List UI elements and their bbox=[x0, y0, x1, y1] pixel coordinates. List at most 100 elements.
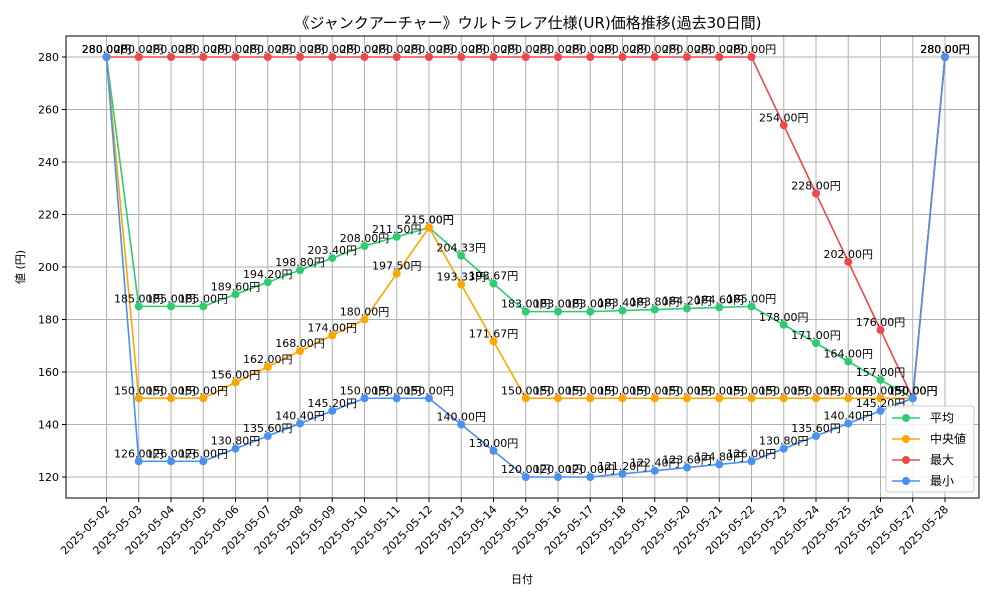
data-label-1: 150.00円 bbox=[759, 384, 809, 397]
series-point-2 bbox=[650, 53, 659, 61]
chart-title: 《ジャンクアーチャー》ウルトラレア仕様(UR)価格推移(過去30日間) bbox=[294, 14, 761, 32]
series-point-0 bbox=[715, 303, 724, 312]
data-label-0: 171.00円 bbox=[791, 329, 841, 342]
series-point-2 bbox=[199, 53, 208, 61]
data-label-3: 123.60円 bbox=[662, 454, 712, 467]
data-label-0: 189.60円 bbox=[211, 280, 261, 293]
data-label-0: 211.50円 bbox=[372, 223, 422, 236]
data-label-1: 150.00円 bbox=[662, 384, 712, 397]
series-point-3 bbox=[747, 457, 756, 466]
series-point-1 bbox=[296, 347, 304, 355]
series-point-0 bbox=[231, 290, 240, 299]
data-label-0: 178.00円 bbox=[759, 311, 809, 324]
series-point-2 bbox=[844, 257, 853, 266]
data-label-3: 145.20円 bbox=[308, 397, 358, 410]
series-point-0 bbox=[779, 320, 788, 329]
series-point-2 bbox=[521, 53, 530, 61]
data-label-2: 254.00円 bbox=[759, 111, 809, 124]
series-point-3 bbox=[199, 457, 208, 466]
series-point-1 bbox=[457, 280, 466, 289]
data-label-3: 122.40円 bbox=[630, 457, 680, 470]
legend-box bbox=[885, 405, 975, 493]
data-label-1: 150.00円 bbox=[598, 384, 648, 397]
legend-label: 最小 bbox=[930, 474, 954, 488]
series-point-1 bbox=[199, 394, 208, 403]
data-label-3: 280.00円 bbox=[920, 43, 970, 56]
series-point-3 bbox=[425, 394, 433, 403]
data-label-2: 280.00円 bbox=[566, 43, 616, 56]
series-point-3 bbox=[134, 457, 143, 466]
series-point-0 bbox=[457, 251, 466, 260]
data-label-2: 280.00円 bbox=[179, 43, 229, 56]
data-label-3: 126.00円 bbox=[179, 447, 229, 460]
data-label-3: 150.00円 bbox=[888, 384, 938, 397]
data-label-2: 280.00円 bbox=[469, 43, 519, 56]
data-label-2: 176.00円 bbox=[856, 316, 906, 329]
y-tick-label: 140 bbox=[38, 419, 59, 432]
data-label-1: 150.00円 bbox=[791, 384, 841, 397]
data-label-3: 126.00円 bbox=[114, 447, 164, 460]
series-point-3 bbox=[457, 420, 466, 429]
series-point-1 bbox=[554, 394, 562, 403]
data-label-1: 150.00円 bbox=[179, 384, 229, 397]
data-label-2: 280.00円 bbox=[630, 43, 680, 56]
series-point-0 bbox=[489, 279, 498, 288]
data-label-2: 280.00円 bbox=[340, 43, 390, 56]
data-label-0: 183.00円 bbox=[566, 298, 616, 311]
series-point-3 bbox=[328, 406, 337, 415]
data-label-2: 280.00円 bbox=[404, 43, 454, 56]
data-label-1: 150.00円 bbox=[566, 384, 616, 397]
data-label-1: 174.00円 bbox=[308, 321, 358, 334]
series-point-3 bbox=[683, 463, 691, 472]
data-label-2: 202.00円 bbox=[824, 248, 874, 261]
data-label-0: 157.00円 bbox=[856, 366, 906, 379]
series-point-0 bbox=[199, 302, 208, 311]
data-label-3: 150.00円 bbox=[404, 384, 454, 397]
data-label-2: 280.00円 bbox=[501, 43, 551, 56]
data-label-0: 203.40円 bbox=[308, 244, 358, 257]
data-label-0: 185.00円 bbox=[179, 292, 229, 305]
data-label-2: 150.00円 bbox=[888, 384, 938, 397]
series-point-0 bbox=[683, 304, 691, 313]
series-point-1 bbox=[683, 394, 691, 403]
series-point-3 bbox=[296, 419, 304, 428]
series-point-1 bbox=[876, 394, 885, 403]
data-label-2: 280.00円 bbox=[146, 43, 196, 56]
data-label-1: 215.00円 bbox=[404, 214, 454, 227]
series-point-2 bbox=[779, 121, 788, 130]
y-tick-label: 240 bbox=[38, 156, 59, 169]
data-label-2: 280.00円 bbox=[372, 43, 422, 56]
series-point-3 bbox=[715, 460, 724, 469]
series-point-3 bbox=[521, 473, 530, 481]
series-point-2 bbox=[683, 53, 691, 61]
series-point-1 bbox=[650, 394, 659, 403]
legend-swatch-marker bbox=[902, 477, 910, 485]
series-point-3 bbox=[231, 444, 240, 453]
series-point-3 bbox=[941, 53, 949, 61]
series-point-0 bbox=[360, 242, 369, 250]
data-label-3: 150.00円 bbox=[340, 384, 390, 397]
data-label-2: 280.00円 bbox=[275, 43, 325, 56]
series-point-0 bbox=[554, 307, 562, 316]
data-label-0: 194.20円 bbox=[243, 268, 293, 281]
legend-label: 中央値 bbox=[930, 431, 966, 446]
y-tick-label: 260 bbox=[38, 104, 59, 117]
series-point-3 bbox=[908, 394, 917, 403]
series-point-3 bbox=[876, 406, 885, 415]
series-point-1 bbox=[167, 394, 175, 403]
series-point-3 bbox=[360, 394, 369, 403]
data-label-0: 183.80円 bbox=[630, 296, 680, 309]
series-point-2 bbox=[618, 53, 627, 61]
data-label-3: 120.00円 bbox=[501, 463, 551, 476]
data-label-2: 280.00円 bbox=[695, 43, 745, 56]
data-label-3: 130.00円 bbox=[469, 437, 519, 450]
data-label-0: 183.00円 bbox=[533, 298, 583, 311]
legend-swatch-marker bbox=[902, 456, 910, 464]
series-point-0 bbox=[263, 278, 272, 287]
data-labels: 280.00円185.00円185.00円185.00円189.60円194.2… bbox=[82, 43, 970, 476]
series-point-1 bbox=[134, 394, 143, 403]
y-tick-label: 280 bbox=[38, 51, 59, 64]
data-label-1: 150.00円 bbox=[824, 384, 874, 397]
x-axis-label: 日付 bbox=[511, 573, 533, 586]
